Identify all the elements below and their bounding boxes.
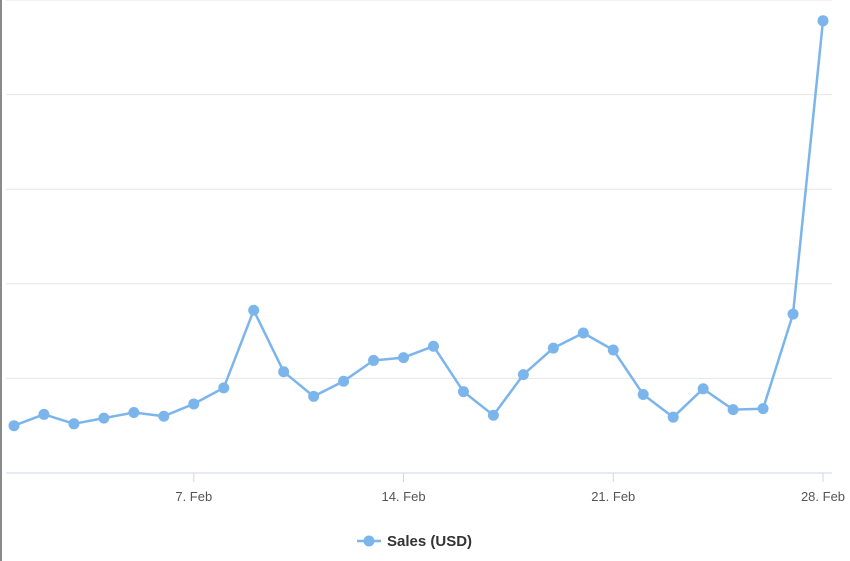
series-points bbox=[8, 15, 829, 432]
x-tick-label: 14. Feb bbox=[381, 489, 425, 504]
x-tick-label: 28. Feb bbox=[801, 489, 845, 504]
data-point[interactable] bbox=[427, 340, 439, 352]
data-point[interactable] bbox=[517, 369, 529, 381]
data-point[interactable] bbox=[38, 408, 50, 420]
data-point[interactable] bbox=[338, 375, 350, 387]
data-point[interactable] bbox=[727, 404, 739, 416]
data-point[interactable] bbox=[577, 327, 589, 339]
data-point[interactable] bbox=[637, 388, 649, 400]
data-point[interactable] bbox=[398, 352, 410, 364]
x-tick-label: 7. Feb bbox=[175, 489, 212, 504]
data-point[interactable] bbox=[158, 410, 170, 422]
data-point[interactable] bbox=[787, 308, 799, 320]
data-point[interactable] bbox=[368, 354, 380, 366]
data-point[interactable] bbox=[68, 418, 80, 430]
x-axis-ticks: 7. Feb 14. Feb 21. Feb 28. Feb bbox=[175, 473, 845, 504]
data-point[interactable] bbox=[817, 15, 829, 27]
data-point[interactable] bbox=[547, 342, 559, 354]
legend-marker-icon bbox=[363, 535, 375, 547]
data-point[interactable] bbox=[757, 403, 769, 415]
data-point[interactable] bbox=[8, 420, 20, 432]
data-point[interactable] bbox=[98, 412, 110, 424]
window-left-border bbox=[0, 0, 2, 561]
data-point[interactable] bbox=[248, 304, 260, 316]
data-point[interactable] bbox=[278, 366, 290, 378]
grid-lines bbox=[6, 0, 832, 379]
data-point[interactable] bbox=[487, 409, 499, 421]
series-line-sales-usd bbox=[12, 19, 825, 427]
data-point[interactable] bbox=[218, 382, 230, 394]
data-point[interactable] bbox=[308, 390, 320, 402]
data-point[interactable] bbox=[128, 406, 140, 418]
legend[interactable]: Sales (USD) bbox=[357, 533, 472, 550]
x-tick-label: 21. Feb bbox=[591, 489, 635, 504]
data-point[interactable] bbox=[607, 344, 619, 356]
legend-label: Sales (USD) bbox=[387, 533, 472, 550]
data-point[interactable] bbox=[667, 411, 679, 423]
data-point[interactable] bbox=[188, 398, 200, 410]
data-point[interactable] bbox=[457, 386, 469, 398]
data-point[interactable] bbox=[697, 383, 709, 395]
